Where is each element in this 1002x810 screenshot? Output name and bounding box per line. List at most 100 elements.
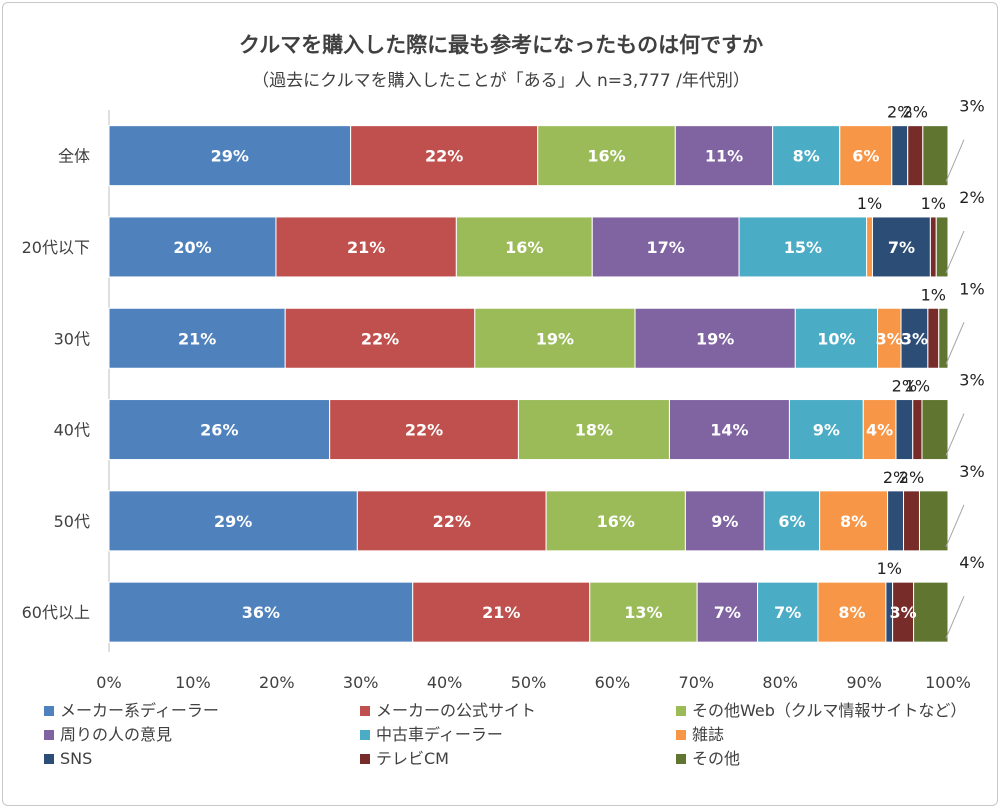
- data-label: 29%: [211, 147, 249, 166]
- x-tick-label: 50%: [511, 673, 547, 692]
- leader-line: [945, 504, 965, 548]
- data-label: 8%: [840, 512, 867, 531]
- legend-label: テレビCM: [376, 749, 449, 768]
- data-label: 19%: [696, 329, 734, 348]
- data-label: 21%: [482, 603, 520, 622]
- data-label: 3%: [876, 329, 903, 348]
- bar-segment: [935, 216, 949, 278]
- axis-layer: 0% 10% 20% 30% 40% 50% 60% 70% 80% 90% 100% 全体 20代以下…: [22, 110, 971, 692]
- data-label: 6%: [852, 147, 879, 166]
- data-label: 21%: [347, 238, 385, 257]
- leader-line: [945, 413, 965, 456]
- legend-label: 雑誌: [692, 725, 724, 744]
- legend-swatch: [676, 730, 686, 740]
- bars-layer: [108, 125, 949, 643]
- category-label: 60代以上: [22, 603, 90, 622]
- data-label: 1%: [921, 194, 946, 213]
- bar-segment: [907, 125, 924, 187]
- bar-segment: [356, 490, 547, 552]
- bar-segment: [839, 125, 893, 187]
- bar-segment: [772, 125, 841, 187]
- data-label: 19%: [536, 329, 574, 348]
- bar-segment: [871, 216, 931, 278]
- leader-line: [945, 322, 965, 365]
- bar-segment: [668, 399, 790, 461]
- data-label: 3%: [959, 462, 984, 481]
- legend-swatch: [44, 706, 54, 716]
- data-label: 7%: [888, 238, 915, 257]
- data-label: 7%: [774, 603, 801, 622]
- bar-segment: [794, 307, 879, 369]
- legend-swatch: [360, 754, 370, 764]
- data-label: 2%: [899, 468, 924, 487]
- bar-segment: [891, 125, 909, 187]
- category-label: 30代: [54, 329, 90, 348]
- x-tick-label: 40%: [427, 673, 463, 692]
- bar-segment: [108, 490, 358, 552]
- data-label: 3%: [959, 97, 984, 116]
- data-label: 4%: [866, 421, 893, 440]
- category-label: 40代: [54, 421, 90, 440]
- bar-segment: [927, 307, 940, 369]
- data-label: 16%: [587, 147, 625, 166]
- legend: メーカー系ディーラー メーカーの公式サイト その他Web（クルマ情報サイトなど） 周り…: [44, 701, 966, 768]
- bar-segment: [455, 216, 593, 278]
- data-label: 29%: [214, 512, 252, 531]
- chart-subtitle: （過去にクルマを購入したことが「ある」人 n=3,777 /年代別）: [252, 71, 750, 91]
- data-label: 22%: [361, 329, 399, 348]
- legend-label: メーカー系ディーラー: [60, 701, 219, 720]
- legend-label: メーカーの公式サイト: [376, 701, 536, 720]
- data-label: 36%: [242, 603, 280, 622]
- legend-label: 周りの人の意見: [60, 725, 172, 744]
- bar-segment: [108, 307, 286, 369]
- legend-swatch: [676, 754, 686, 764]
- bar-segment: [684, 490, 765, 552]
- bar-segment: [757, 581, 819, 643]
- data-label: 16%: [505, 238, 543, 257]
- bar-segment: [634, 307, 796, 369]
- data-label: 22%: [405, 421, 443, 440]
- x-tick-label: 80%: [762, 673, 798, 692]
- bar-segment: [912, 399, 923, 461]
- bar-segment: [591, 216, 740, 278]
- category-label: 全体: [58, 147, 90, 166]
- data-label: 3%: [890, 603, 917, 622]
- data-label: 9%: [711, 512, 738, 531]
- bar-segment: [545, 490, 686, 552]
- data-label: 22%: [425, 147, 463, 166]
- bar-segment: [412, 581, 591, 643]
- x-tick-label: 20%: [259, 673, 295, 692]
- legend-swatch: [360, 706, 370, 716]
- x-tick-label: 70%: [679, 673, 715, 692]
- data-label: 13%: [624, 603, 662, 622]
- x-tick-label: 90%: [846, 673, 882, 692]
- bar-segment: [589, 581, 698, 643]
- bar-segment: [938, 307, 949, 369]
- legend-swatch: [44, 730, 54, 740]
- legend-swatch: [44, 754, 54, 764]
- leader-line: [945, 595, 965, 639]
- bar-segment: [108, 125, 352, 187]
- data-label: 20%: [173, 238, 211, 257]
- data-label: 22%: [433, 512, 471, 531]
- bar-segment: [913, 581, 949, 643]
- data-label: 10%: [817, 329, 855, 348]
- bar-segment: [903, 490, 920, 552]
- data-label: 8%: [793, 147, 820, 166]
- data-label: 16%: [597, 512, 635, 531]
- bar-segment: [929, 216, 937, 278]
- data-label: 1%: [921, 285, 946, 304]
- bar-segment: [866, 216, 873, 278]
- data-label: 1%: [905, 377, 930, 396]
- bar-segment: [350, 125, 539, 187]
- bar-segment: [895, 399, 914, 461]
- data-label: 26%: [200, 421, 238, 440]
- legend-label: SNS: [60, 749, 92, 768]
- bar-segment: [108, 581, 414, 643]
- bar-segment: [108, 399, 331, 461]
- data-label: 4%: [959, 553, 984, 572]
- category-label: 50代: [54, 512, 90, 531]
- data-label: 2%: [887, 103, 912, 122]
